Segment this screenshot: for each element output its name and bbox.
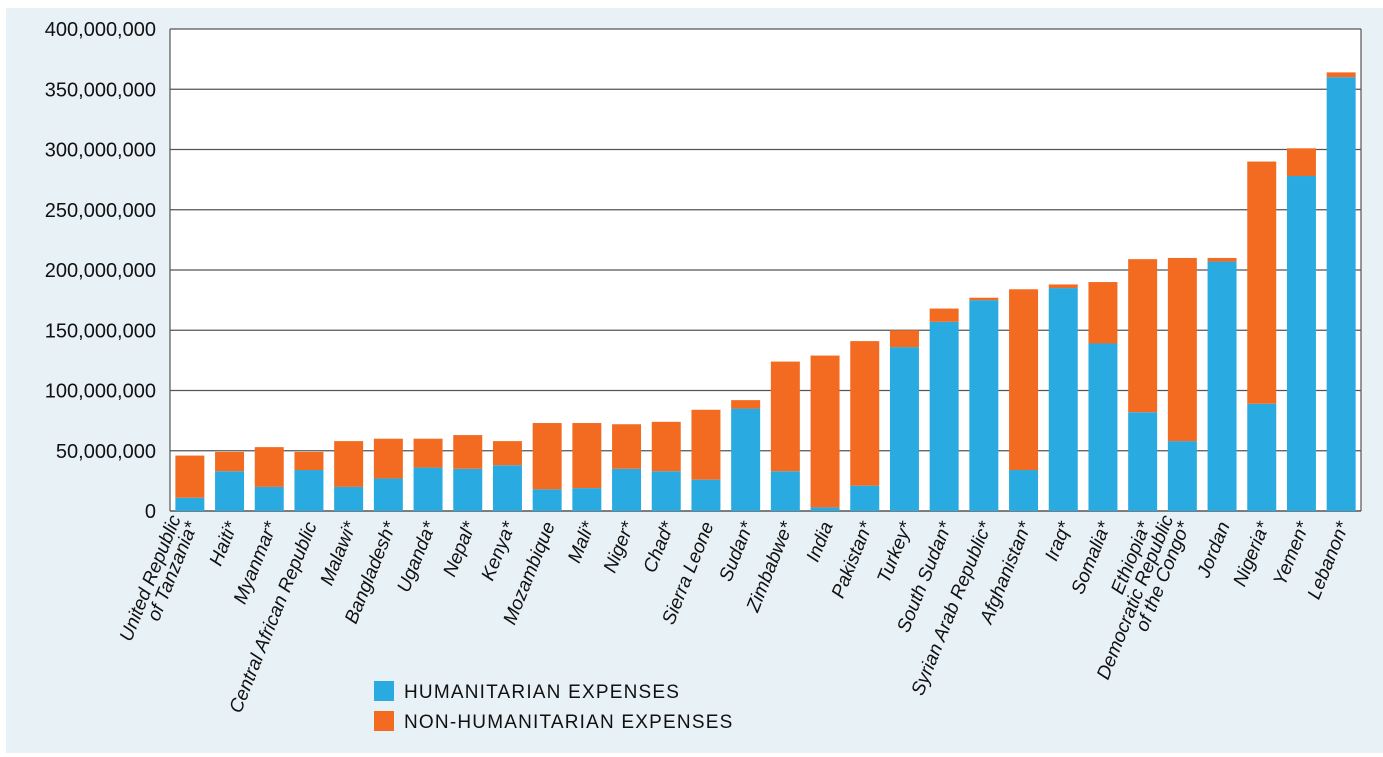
bar-non-humanitarian — [572, 423, 602, 489]
bar-humanitarian — [1009, 470, 1039, 511]
bar-humanitarian — [929, 321, 959, 511]
x-tick-label: Jordan — [1193, 519, 1235, 582]
bar-humanitarian — [254, 486, 284, 511]
y-tick-label: 150,000,000 — [45, 320, 156, 342]
chart-panel: 0 50,000,000 100,000,000 150,000,000 200,000… — [6, 8, 1383, 753]
gridlines — [170, 28, 1361, 512]
bar-non-humanitarian — [1326, 72, 1356, 78]
bar-non-humanitarian — [651, 421, 681, 472]
legend-label-humanitarian: HUMANITARIAN EXPENSES — [404, 682, 680, 703]
bar-non-humanitarian — [770, 361, 800, 472]
bar-non-humanitarian — [1286, 148, 1316, 177]
y-tick-label: 50,000,000 — [56, 441, 156, 463]
bar-non-humanitarian — [1048, 284, 1078, 289]
bar-humanitarian — [373, 478, 403, 511]
bar-non-humanitarian — [612, 424, 642, 469]
bar-humanitarian — [889, 347, 919, 511]
bars — [175, 72, 1356, 512]
bar-humanitarian — [969, 300, 999, 512]
bar-humanitarian — [1128, 412, 1158, 511]
bar-humanitarian — [1247, 403, 1277, 511]
bar-humanitarian — [770, 471, 800, 511]
y-tick-label: 200,000,000 — [45, 260, 156, 282]
bar-non-humanitarian — [175, 455, 205, 498]
x-tick-label: Turkey* — [874, 518, 918, 586]
x-tick-label: Nigeria* — [1230, 518, 1275, 589]
bar-humanitarian — [691, 479, 721, 511]
bar-non-humanitarian — [532, 423, 562, 490]
x-tick-label: Central African Republic — [226, 519, 322, 717]
bar-humanitarian — [810, 507, 840, 511]
x-tick-label: Yemen* — [1270, 518, 1315, 588]
y-tick-label: 300,000,000 — [45, 140, 156, 162]
bar-humanitarian — [1326, 77, 1356, 511]
x-tick-label: Iraq* — [1041, 518, 1076, 564]
bar-humanitarian — [651, 471, 681, 511]
bar-humanitarian — [1286, 176, 1316, 511]
x-tick-label: Chad* — [640, 518, 679, 575]
bar-humanitarian — [1167, 441, 1197, 511]
bar-non-humanitarian — [215, 451, 245, 472]
bar-humanitarian — [492, 465, 522, 511]
bar-non-humanitarian — [810, 355, 840, 508]
bar-humanitarian — [532, 489, 562, 511]
legend-swatch-humanitarian — [374, 681, 394, 701]
bar-non-humanitarian — [1207, 257, 1237, 262]
bar-non-humanitarian — [691, 409, 721, 480]
x-tick-label: Haiti* — [206, 518, 243, 569]
x-tick-label: Malawi* — [317, 518, 362, 588]
bar-humanitarian — [413, 467, 443, 511]
bar-humanitarian — [1088, 343, 1118, 511]
bar-humanitarian — [612, 468, 642, 511]
x-tick-label: Niger* — [600, 518, 639, 575]
y-tick-label: 400,000,000 — [45, 19, 156, 41]
bar-non-humanitarian — [294, 451, 324, 471]
y-tick-label: 0 — [145, 501, 156, 523]
bar-non-humanitarian — [334, 441, 364, 487]
y-axis-tick-labels: 0 50,000,000 100,000,000 150,000,000 200,000… — [45, 19, 156, 523]
x-tick-label: Sudan* — [716, 518, 759, 584]
x-tick-label: Mali* — [564, 518, 600, 566]
bar-non-humanitarian — [889, 330, 919, 348]
bar-humanitarian — [334, 486, 364, 511]
legend-label-non-humanitarian: NON-HUMANITARIAN EXPENSES — [404, 712, 733, 733]
x-tick-label: India — [803, 519, 838, 565]
stacked-bar-chart: 0 50,000,000 100,000,000 150,000,000 200,000… — [45, 19, 1362, 733]
bar-humanitarian — [175, 497, 205, 511]
bar-humanitarian — [1048, 288, 1078, 511]
x-axis-tick-labels: United Republicof Tanzania* Haiti*Myanmar… — [116, 512, 1354, 716]
x-tick-label: United Republicof Tanzania* — [116, 512, 203, 652]
bar-non-humanitarian — [1088, 282, 1118, 344]
bar-humanitarian — [572, 488, 602, 511]
bar-non-humanitarian — [1167, 257, 1197, 442]
bar-non-humanitarian — [850, 341, 880, 486]
bar-humanitarian — [215, 471, 245, 511]
bar-humanitarian — [731, 408, 761, 511]
x-tick-label: Nepal* — [440, 518, 481, 579]
y-tick-label: 350,000,000 — [45, 79, 156, 101]
bar-non-humanitarian — [453, 435, 483, 469]
bar-non-humanitarian — [492, 441, 522, 466]
legend: HUMANITARIAN EXPENSES NON-HUMANITARIAN E… — [374, 681, 733, 733]
bar-non-humanitarian — [731, 400, 761, 409]
y-tick-label: 100,000,000 — [45, 381, 156, 403]
bar-non-humanitarian — [373, 438, 403, 479]
bar-humanitarian — [294, 470, 324, 511]
bar-non-humanitarian — [969, 297, 999, 301]
bar-non-humanitarian — [254, 447, 284, 487]
x-tick-label: Kenya* — [478, 518, 521, 583]
bar-humanitarian — [1207, 261, 1237, 511]
bar-non-humanitarian — [929, 308, 959, 322]
x-tick-label: Uganda* — [394, 518, 441, 595]
bar-non-humanitarian — [1128, 259, 1158, 413]
bar-non-humanitarian — [1009, 289, 1039, 471]
bar-humanitarian — [453, 468, 483, 511]
bar-non-humanitarian — [413, 438, 443, 468]
bar-humanitarian — [850, 485, 880, 511]
legend-swatch-non-humanitarian — [374, 711, 394, 731]
bar-non-humanitarian — [1247, 161, 1277, 404]
y-tick-label: 250,000,000 — [45, 200, 156, 222]
